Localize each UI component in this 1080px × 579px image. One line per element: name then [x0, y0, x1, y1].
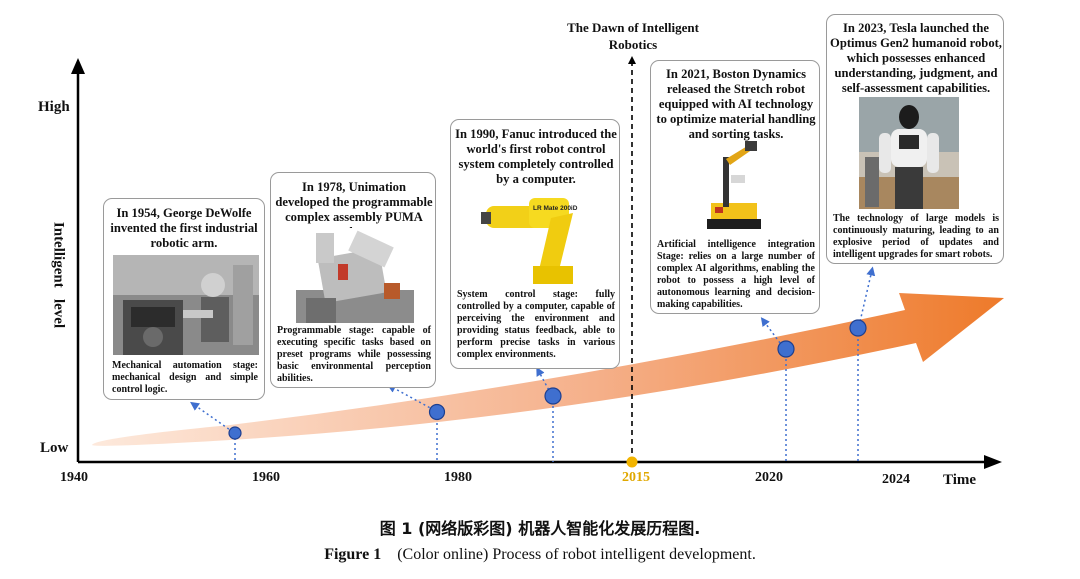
x-tick-2020: 2020: [755, 470, 783, 485]
y-axis-title: Intelligent level: [50, 221, 67, 329]
card-desc: Programmable stage: capable of executing…: [277, 325, 431, 384]
fanuc-robot-photo: LR Mate 200iD: [481, 188, 601, 284]
card-title: In 1954, George DeWolfe invented the fir…: [110, 206, 258, 250]
milestone-card-2021: In 2021, Boston Dynamics released the St…: [650, 60, 820, 314]
card-title: In 2021, Boston Dynamics released the St…: [656, 67, 816, 141]
x-tick-1980: 1980: [444, 470, 472, 485]
caption-chinese: 图 1 (网络版彩图) 机器人智能化发展历程图.: [379, 519, 701, 538]
milestone-dot-2021: [777, 340, 795, 358]
connector-2: [386, 384, 435, 411]
dawn-year-dot: [626, 456, 638, 468]
x-tick-2024: 2024: [882, 472, 910, 487]
industrial-arm-photo: [113, 255, 259, 355]
card-desc: System control stage: fully controlled b…: [457, 289, 615, 360]
trend-arrow: [92, 293, 1004, 446]
connector-4: [760, 317, 784, 348]
milestone-card-1978: In 1978, Unimation developed the program…: [270, 172, 436, 388]
milestone-dot-1954: [228, 426, 242, 440]
y-axis-high-label: High: [38, 99, 70, 115]
milestone-dot-2023: [849, 319, 867, 337]
connector-1: [190, 401, 234, 433]
milestone-card-1954: In 1954, George DeWolfe invented the fir…: [103, 198, 265, 400]
fanuc-model-text: LR Mate 200iD: [533, 205, 578, 212]
x-tick-2015: 2015: [622, 470, 650, 485]
card-desc: Mechanical automation stage: mechanical …: [112, 360, 258, 395]
puma-robot-photo: [296, 228, 414, 323]
y-axis-arrowhead: [71, 58, 85, 74]
y-axis-low-label: Low: [40, 440, 69, 456]
caption-figure-text: (Color online) Process of robot intellig…: [397, 546, 756, 563]
dawn-arrowhead: [628, 56, 636, 64]
x-tick-1960: 1960: [252, 470, 280, 485]
milestone-dot-1978: [428, 403, 446, 421]
x-tick-1940: 1940: [60, 470, 88, 485]
milestone-card-2023: In 2023, Tesla launched the Optimus Gen2…: [826, 14, 1004, 264]
milestone-dot-1990: [544, 387, 562, 405]
card-desc: Artificial intelligence integration Stag…: [657, 239, 815, 310]
milestone-card-1990: In 1990, Fanuc introduced the world's fi…: [450, 119, 620, 369]
optimus-robot-photo: [859, 97, 959, 209]
card-desc: The technology of large models is contin…: [833, 213, 999, 260]
card-title: In 2023, Tesla launched the Optimus Gen2…: [830, 21, 1002, 95]
stretch-robot-photo: [701, 141, 765, 233]
dawn-label: The Dawn of Intelligent Robotics: [567, 20, 699, 52]
caption-figure-label: Figure 1: [324, 546, 382, 563]
caption-english: Figure 1 (Color online) Process of robot …: [0, 546, 1080, 564]
x-axis-title: Time: [943, 472, 977, 488]
x-axis-arrowhead: [984, 455, 1002, 469]
card-title: In 1990, Fanuc introduced the world's fi…: [455, 127, 617, 186]
